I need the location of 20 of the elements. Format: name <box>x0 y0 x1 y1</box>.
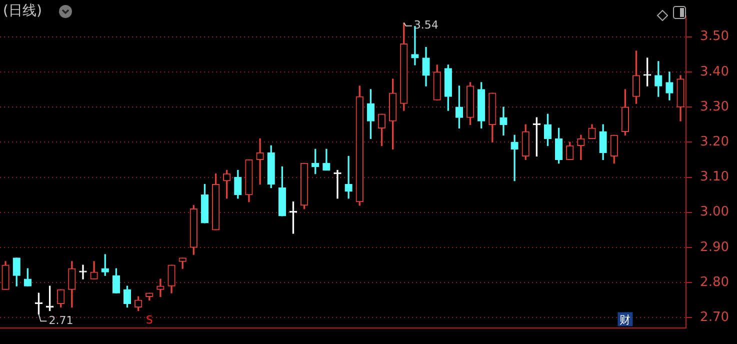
y-tick-label: 2.90 <box>700 240 730 255</box>
candlestick <box>79 264 87 280</box>
candlestick <box>344 156 352 199</box>
y-tick-label: 3.10 <box>700 170 730 185</box>
annotation: 财 <box>620 314 631 327</box>
y-tick-label: 3.00 <box>700 204 730 220</box>
y-tick-label: 3.30 <box>700 99 730 114</box>
candlestick <box>500 106 508 136</box>
y-tick-label: 3.20 <box>700 134 730 150</box>
chart-title: (日线) <box>3 2 42 20</box>
annotation: 3.54 <box>414 18 438 32</box>
candlestick <box>256 138 264 185</box>
candlestick <box>510 134 518 182</box>
y-tick-label: 2.70 <box>700 310 730 326</box>
y-tick-label: 2.80 <box>700 274 730 290</box>
y-tick-label: 3.40 <box>700 64 730 80</box>
candlestick <box>156 278 164 297</box>
y-tick-label: 3.50 <box>700 29 730 44</box>
annotation: S <box>146 314 153 327</box>
annotation: 2.71 <box>48 314 74 328</box>
